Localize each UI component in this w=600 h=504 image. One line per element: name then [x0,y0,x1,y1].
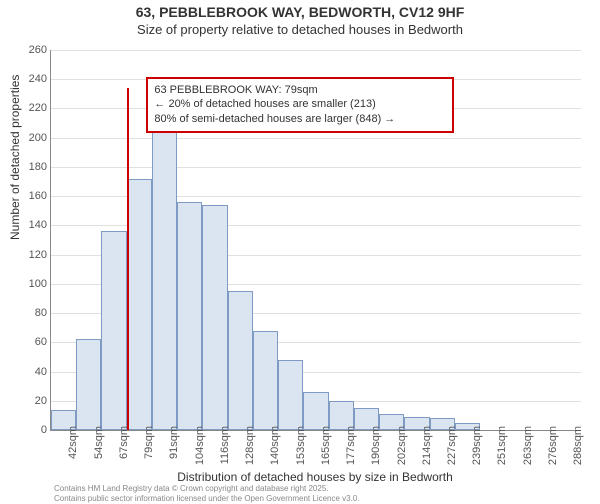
x-tick-label: 251sqm [496,426,508,465]
y-tick-label: 160 [17,190,47,202]
y-tick-label: 20 [17,395,47,407]
marker-line [127,88,129,430]
x-tick-label: 140sqm [269,426,281,465]
x-tick-label: 54sqm [93,426,105,459]
x-tick-label: 104sqm [194,426,206,465]
x-tick-label: 214sqm [421,426,433,465]
y-tick-label: 180 [17,161,47,173]
x-tick-label: 116sqm [219,426,231,464]
grid-line [51,167,581,168]
x-tick-label: 239sqm [471,426,483,465]
page-subtitle: Size of property relative to detached ho… [0,22,600,37]
histogram-bar [278,360,303,430]
histogram-bar [253,331,278,430]
x-tick-label: 91sqm [168,426,180,459]
y-tick-label: 200 [17,132,47,144]
x-tick-label: 190sqm [370,426,382,465]
x-tick-label: 42sqm [67,426,79,459]
histogram-bar [127,179,152,430]
x-tick-label: 288sqm [572,426,584,465]
attribution-line2: Contains public sector information licen… [54,494,360,504]
y-tick-label: 0 [17,424,47,436]
y-tick-label: 240 [17,73,47,85]
histogram-bar [228,291,253,430]
page-title: 63, PEBBLEBROOK WAY, BEDWORTH, CV12 9HF [0,4,600,20]
x-axis-title: Distribution of detached houses by size … [50,470,580,484]
x-tick-label: 177sqm [345,426,357,465]
histogram-bar [152,132,177,430]
histogram-bar [76,339,101,430]
y-tick-label: 80 [17,307,47,319]
grid-line [51,50,581,51]
y-axis-title: Number of detached properties [8,75,22,240]
x-tick-label: 202sqm [396,426,408,465]
x-tick-label: 67sqm [118,426,130,459]
histogram-plot: 02040608010012014016018020022024026042sq… [50,50,581,431]
x-tick-label: 276sqm [547,426,559,465]
x-tick-label: 165sqm [320,426,332,465]
attribution-line1: Contains HM Land Registry data © Crown c… [54,484,360,494]
histogram-bar [303,392,328,430]
y-tick-label: 120 [17,249,47,261]
y-tick-label: 60 [17,336,47,348]
x-tick-label: 153sqm [295,426,307,465]
attribution: Contains HM Land Registry data © Crown c… [54,484,360,503]
callout-box: 63 PEBBLEBROOK WAY: 79sqm← 20% of detach… [146,77,453,134]
grid-line [51,138,581,139]
x-tick-label: 263sqm [522,426,534,465]
histogram-bar [202,205,227,430]
histogram-bar [101,231,126,430]
y-tick-label: 140 [17,219,47,231]
y-tick-label: 40 [17,366,47,378]
x-tick-label: 227sqm [446,426,458,465]
callout-line1: 63 PEBBLEBROOK WAY: 79sqm [154,83,445,98]
callout-line2: ← 20% of detached houses are smaller (21… [154,97,445,112]
y-tick-label: 100 [17,278,47,290]
y-tick-label: 260 [17,44,47,56]
y-tick-label: 220 [17,102,47,114]
x-tick-label: 79sqm [143,426,155,459]
x-tick-label: 128sqm [244,426,256,465]
histogram-bar [177,202,202,430]
callout-line3: 80% of semi-detached houses are larger (… [154,112,445,127]
